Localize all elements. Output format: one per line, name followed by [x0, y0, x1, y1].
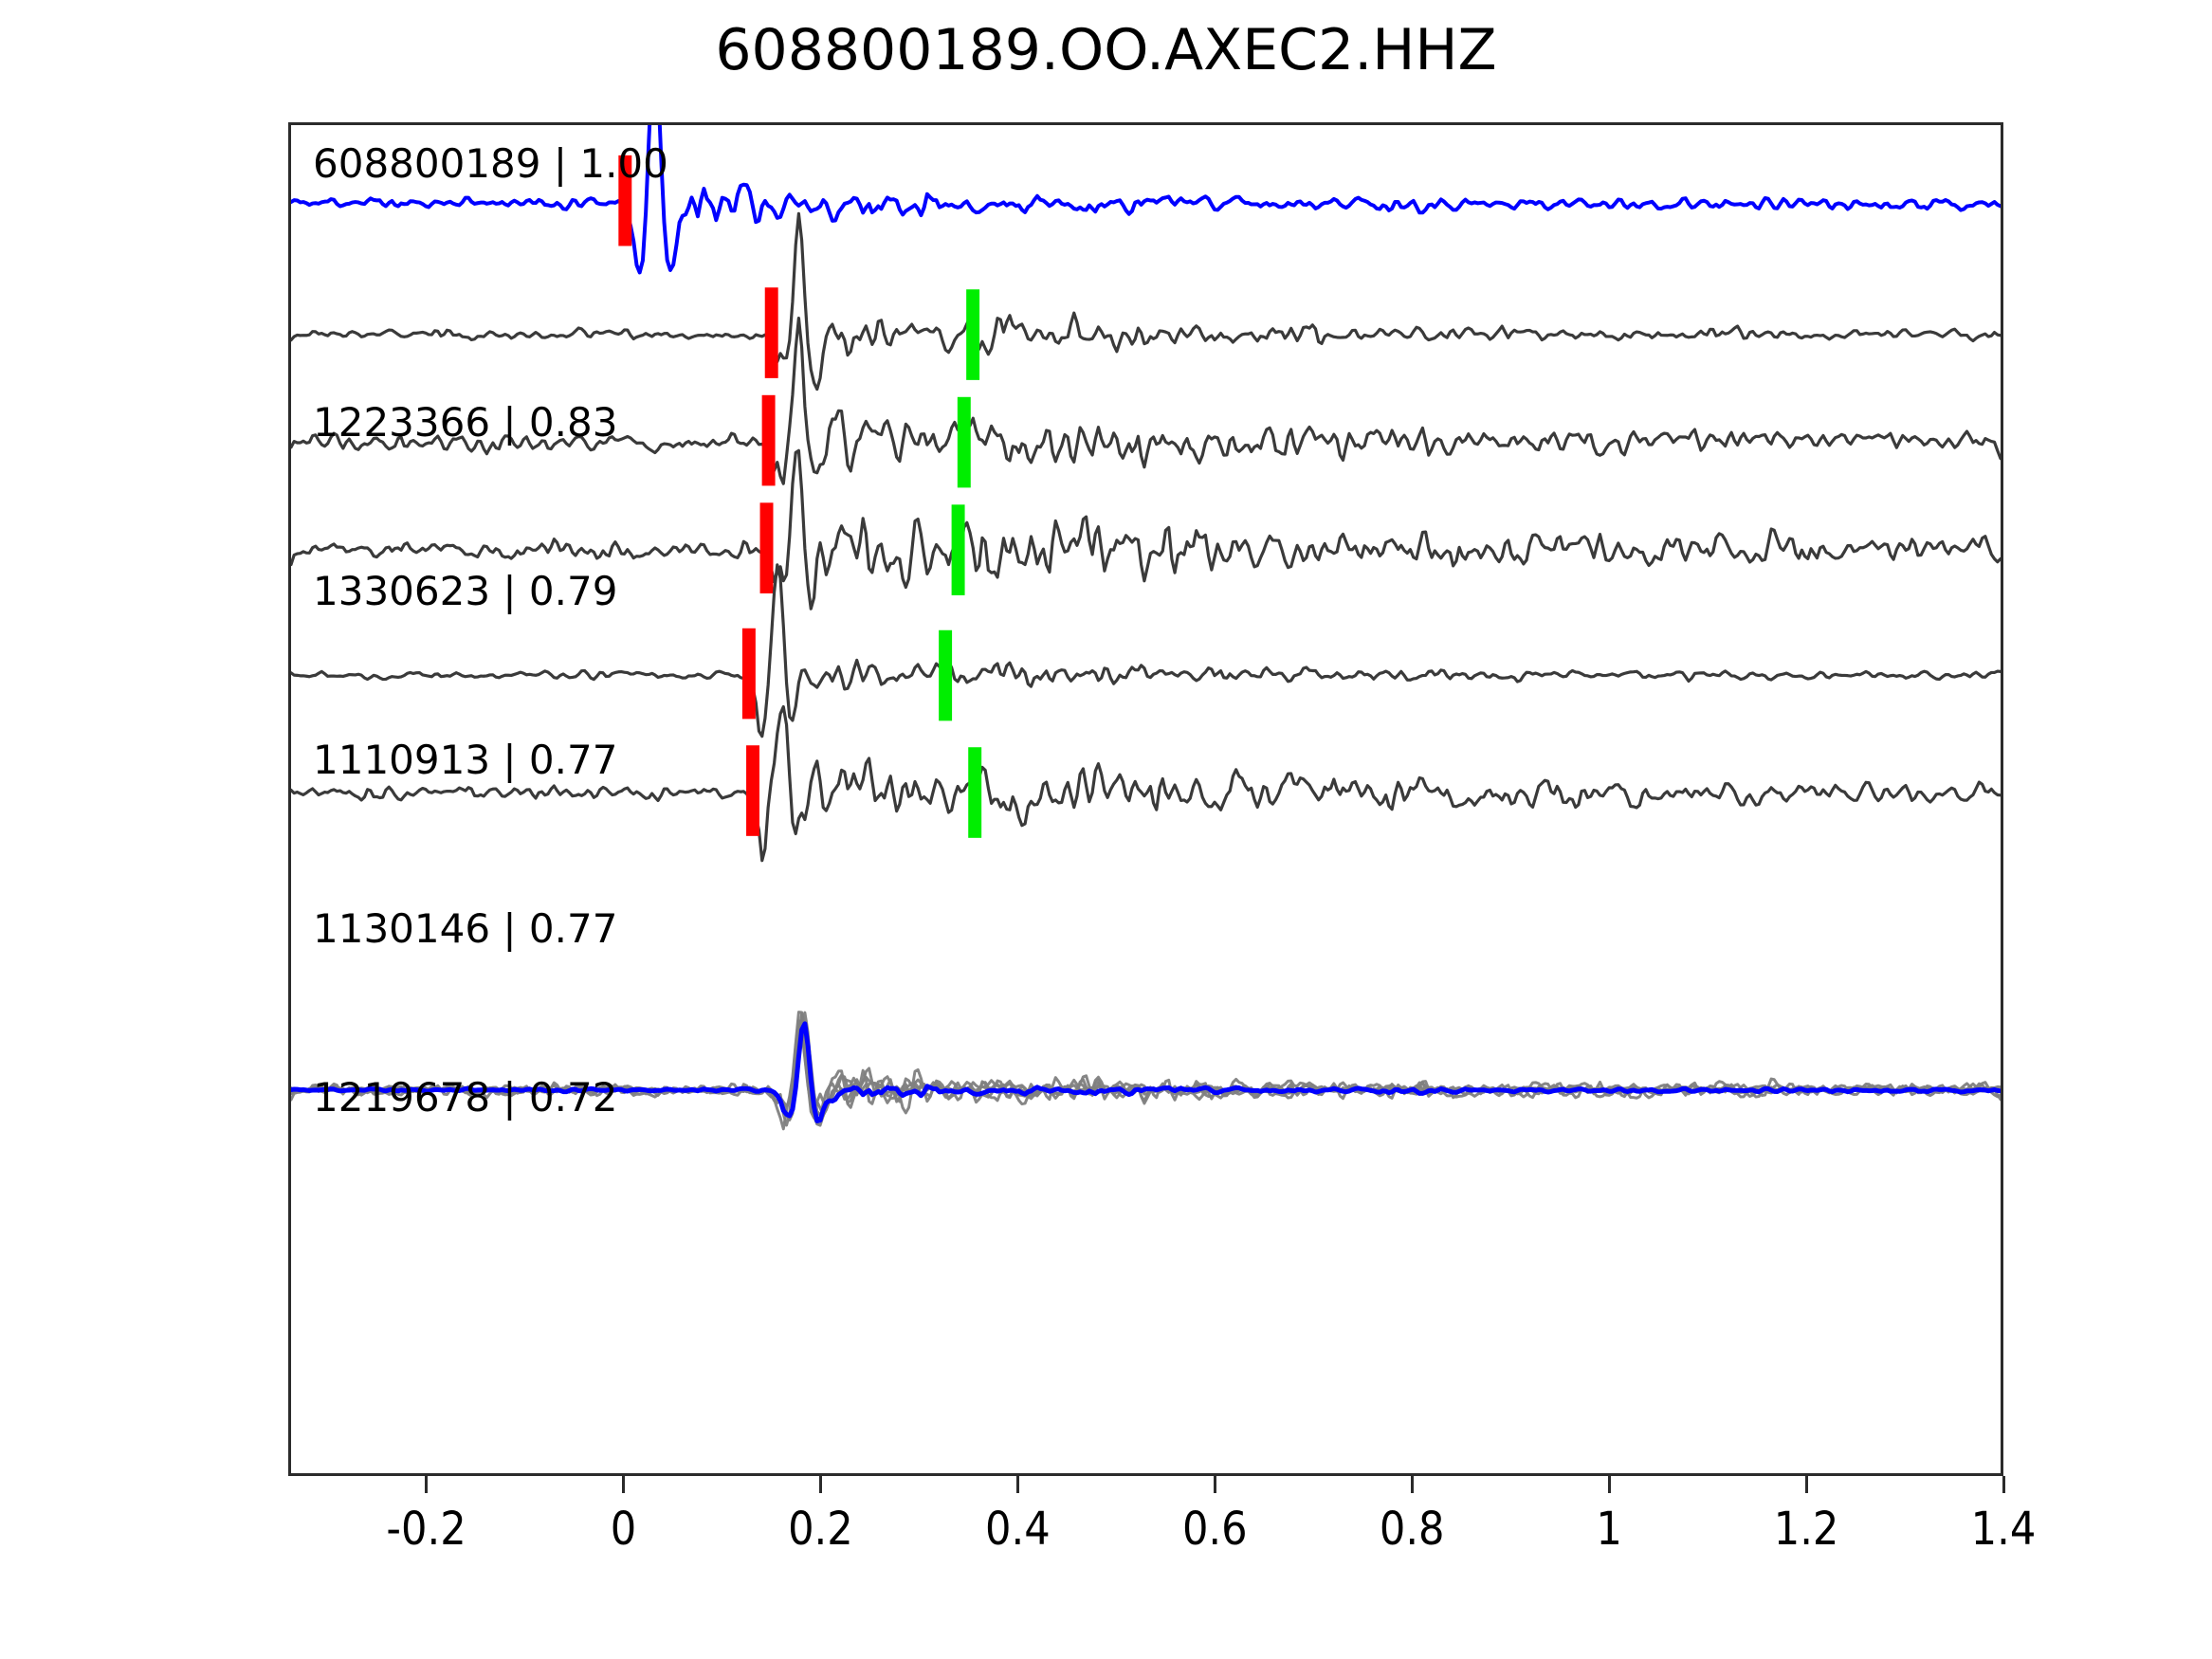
s-pick-marker-1219678[interactable] — [968, 747, 982, 838]
x-tick-mark — [1410, 1476, 1414, 1493]
trace-label-0: 608800189 | 1.00 — [313, 140, 668, 187]
p-pick-marker-1219678[interactable] — [746, 745, 759, 836]
plot-axes — [288, 122, 2003, 1476]
waveform-trace-1219678 — [291, 704, 2001, 863]
waveform-trace-608800189 — [291, 125, 2001, 275]
waveform-trace-1330623 — [291, 316, 2001, 485]
trace-label-3: 1110913 | 0.77 — [313, 737, 618, 783]
x-tick-label: 0.6 — [1181, 1503, 1248, 1556]
s-pick-marker-1330623[interactable] — [957, 396, 971, 488]
x-tick-label: 1 — [1596, 1503, 1622, 1556]
waveform-trace-1223366 — [291, 211, 2001, 392]
trace-label-2: 1330623 | 0.79 — [313, 568, 618, 614]
x-tick-mark — [425, 1476, 429, 1493]
x-tick-label: -0.2 — [386, 1503, 466, 1556]
x-tick-label: 0 — [610, 1503, 637, 1556]
p-pick-marker-1330623[interactable] — [761, 394, 776, 486]
s-pick-marker-1223366[interactable] — [966, 289, 980, 380]
x-tick-mark — [2002, 1476, 2005, 1493]
page-title: 608800189.OO.AXEC2.HHZ — [715, 17, 1497, 83]
s-pick-marker-1110913[interactable] — [951, 504, 965, 595]
p-pick-marker-1110913[interactable] — [759, 502, 774, 593]
waveform-canvas — [291, 125, 2001, 1131]
trace-label-1: 1223366 | 0.83 — [313, 399, 618, 446]
x-tick-label: 0.8 — [1379, 1503, 1445, 1556]
trace-label-4: 1130146 | 0.77 — [313, 905, 618, 952]
trace-label-5: 1219678 | 0.72 — [313, 1074, 618, 1121]
p-pick-marker-608800189[interactable] — [618, 155, 632, 246]
x-tick-mark — [1607, 1476, 1611, 1493]
x-tick-mark — [621, 1476, 625, 1493]
x-tick-label: 1.2 — [1773, 1503, 1839, 1556]
x-tick-label: 1.4 — [1970, 1503, 2037, 1556]
waveform-trace-1110913 — [291, 448, 2001, 611]
x-axis-ticks: -0.2 0 0.2 0.4 0.6 0.8 1 1.2 1.4 — [288, 1476, 2036, 1590]
p-pick-marker-1223366[interactable] — [764, 287, 778, 378]
x-tick-mark — [1804, 1476, 1808, 1493]
waveform-trace-1130146 — [291, 563, 2001, 738]
x-tick-mark — [1015, 1476, 1019, 1493]
x-tick-mark — [1213, 1476, 1216, 1493]
p-pick-marker-1130146[interactable] — [741, 628, 756, 720]
x-tick-label: 0.2 — [788, 1503, 853, 1556]
s-pick-marker-1130146[interactable] — [939, 629, 953, 721]
x-tick-mark — [818, 1476, 822, 1493]
x-tick-label: 0.4 — [985, 1503, 1051, 1556]
stack-reference-trace — [291, 1021, 2001, 1123]
